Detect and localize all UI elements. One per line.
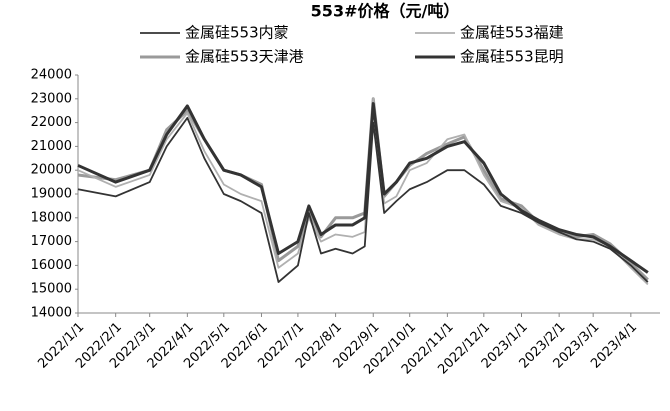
y-tick-label: 14000 bbox=[31, 306, 72, 321]
series-line bbox=[77, 97, 649, 286]
legend-label: 金属硅553昆明 bbox=[460, 48, 564, 66]
y-tick-label: 20000 bbox=[31, 163, 72, 178]
y-tick-label: 23000 bbox=[31, 91, 72, 106]
chart-title: 553#价格（元/吨） bbox=[311, 2, 460, 21]
y-tick-label: 18000 bbox=[31, 210, 72, 225]
y-tick-label: 19000 bbox=[31, 187, 72, 202]
y-tick-label: 16000 bbox=[31, 258, 72, 273]
y-tick-label: 24000 bbox=[31, 68, 72, 83]
series-line bbox=[77, 97, 649, 281]
y-tick-label: 17000 bbox=[31, 234, 72, 249]
y-tick-label: 22000 bbox=[31, 115, 72, 130]
legend-label: 金属硅553福建 bbox=[460, 24, 564, 42]
series-line bbox=[77, 102, 649, 274]
y-tick-label: 21000 bbox=[31, 139, 72, 154]
y-tick-label: 15000 bbox=[31, 282, 72, 297]
legend-label: 金属硅553天津港 bbox=[185, 48, 304, 66]
legend-label: 金属硅553内蒙 bbox=[185, 24, 289, 42]
